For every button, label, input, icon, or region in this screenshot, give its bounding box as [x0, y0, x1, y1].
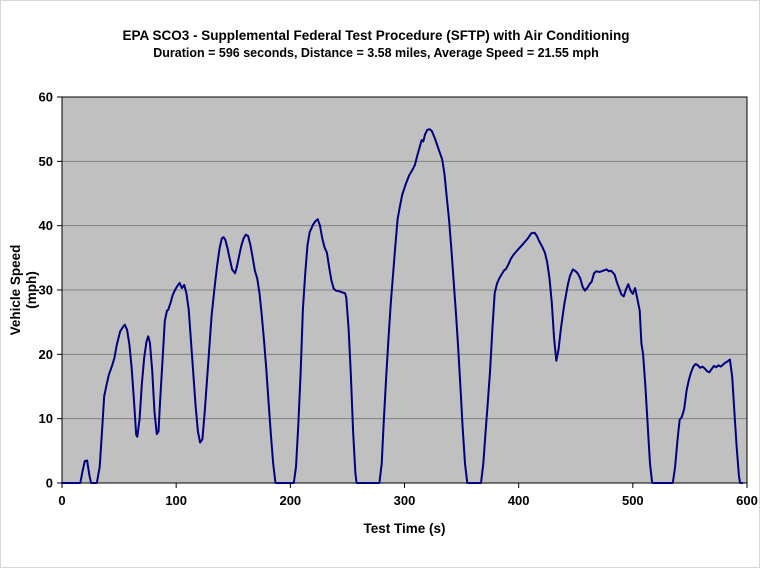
y-tick-label: 20 — [39, 347, 53, 362]
x-tick-label: 0 — [58, 493, 65, 508]
speed-trace — [61, 128, 744, 484]
x-axis-title: Test Time (s) — [363, 521, 446, 536]
x-tick-label: 300 — [394, 493, 416, 508]
chart-title: EPA SCO3 - Supplemental Federal Test Pro… — [122, 28, 630, 43]
x-tick-label: 400 — [508, 493, 530, 508]
plot-border — [61, 96, 748, 484]
y-tick-label: 0 — [46, 476, 53, 491]
y-tick-label: 40 — [39, 218, 53, 233]
x-tick-label: 600 — [736, 493, 758, 508]
x-tick-label: 100 — [165, 493, 187, 508]
y-tick-label: 30 — [39, 283, 53, 298]
y-axis-title-line1: Vehicle Speed — [8, 244, 23, 336]
y-axis-title: Vehicle Speed (mph) — [8, 245, 40, 336]
y-tick-label: 50 — [39, 154, 53, 169]
y-axis-title-line2: (mph) — [24, 271, 39, 309]
x-tick-label: 500 — [622, 493, 644, 508]
y-tick-label: 10 — [39, 411, 53, 426]
chart-subtitle: Duration = 596 seconds, Distance = 3.58 … — [153, 46, 599, 60]
x-tick-label: 200 — [279, 493, 301, 508]
y-tick-label: 60 — [39, 90, 53, 105]
